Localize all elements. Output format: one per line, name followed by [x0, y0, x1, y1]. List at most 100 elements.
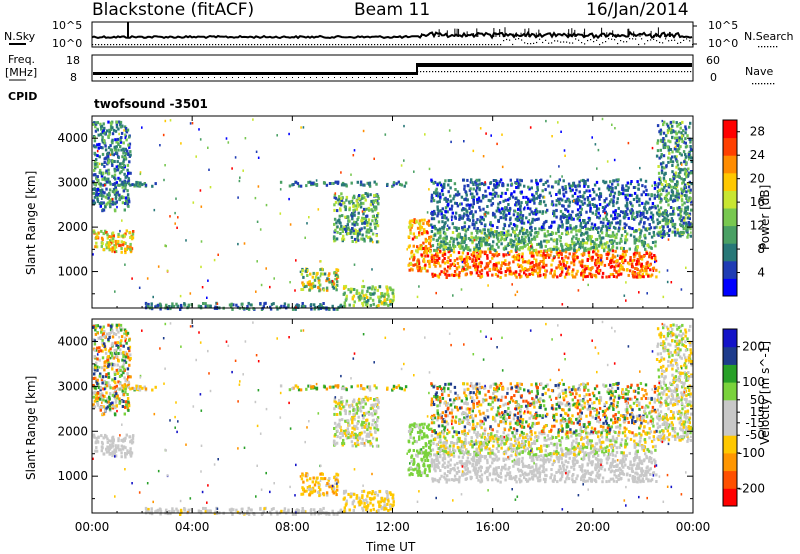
power-cell [606, 222, 610, 226]
nave-dot [364, 77, 365, 78]
power-cell [526, 268, 529, 272]
power-cell [645, 269, 648, 273]
freq-label: Freq. [8, 53, 36, 66]
velocity-cell [104, 433, 107, 437]
power-cell [680, 163, 683, 166]
power-cell [411, 268, 414, 272]
power-cell [687, 171, 690, 175]
power-cell [417, 262, 421, 266]
power-cell [684, 153, 687, 156]
power-cell [660, 138, 663, 142]
power-cell [353, 213, 356, 217]
freq-line-high [417, 63, 692, 67]
power-cell [417, 269, 420, 273]
power-cell [676, 136, 679, 140]
power-cell [619, 219, 622, 223]
power-cell [531, 252, 535, 256]
power-cell [443, 267, 446, 271]
power-cell [255, 290, 257, 293]
power-cell [644, 228, 647, 232]
power-cell [564, 250, 568, 254]
cpid-label: CPID [8, 90, 38, 103]
power-cell [475, 271, 479, 275]
power-cell [343, 183, 346, 187]
power-cell [555, 208, 558, 212]
power-cell [336, 280, 339, 284]
power-cell [666, 225, 669, 229]
power-cell [519, 229, 522, 233]
power-cell [661, 228, 665, 232]
power-cell [479, 275, 482, 279]
power-cell [476, 198, 479, 202]
velocity-cell [132, 434, 135, 438]
power-cell [101, 242, 104, 245]
power-cell [589, 194, 592, 198]
power-cell [521, 214, 525, 218]
power-cell [361, 221, 364, 225]
power-cell [595, 253, 599, 257]
power-cell [345, 227, 348, 231]
power-cell [349, 230, 353, 234]
power-cell [659, 148, 662, 152]
velocity-cell [114, 444, 117, 448]
noise-panel-frame [91, 21, 694, 48]
power-cell [114, 129, 118, 133]
power-cell [535, 210, 539, 214]
power-cell [658, 188, 661, 192]
nsearch-dot [572, 42, 574, 44]
power-cell [633, 241, 636, 245]
power-cell [466, 255, 470, 259]
power-cell [583, 191, 586, 195]
power-cell [457, 275, 461, 279]
power-cell [569, 226, 572, 230]
power-cell [141, 126, 143, 129]
velocity-cell [121, 447, 125, 451]
power-cell [590, 235, 593, 239]
power-cell [662, 123, 665, 127]
power-cell [499, 216, 503, 220]
power-cell [669, 194, 673, 198]
power-cell [514, 237, 517, 241]
power-cell [497, 231, 501, 235]
power-cell [343, 225, 346, 229]
power-cell [165, 244, 167, 248]
velocity-cell [126, 393, 129, 396]
power-cell [322, 288, 326, 292]
power-cell [648, 207, 651, 211]
power-cell [445, 237, 448, 241]
power-cell [496, 237, 500, 241]
colorbar-tick-label: 16 [750, 195, 765, 209]
power-cell [108, 188, 112, 192]
power-cell [183, 302, 186, 306]
velocity-cell [112, 441, 115, 445]
power-cell [116, 205, 118, 209]
power-cell [589, 237, 593, 241]
power-cell [101, 135, 104, 139]
nave-tick-low: 0 [710, 71, 717, 84]
power-cell [217, 253, 219, 256]
power-cell [518, 253, 521, 257]
power-cell [544, 273, 547, 277]
power-cell [236, 305, 240, 309]
power-cell [484, 189, 487, 193]
power-cell [623, 212, 626, 216]
power-cell [105, 246, 109, 250]
power-cell [617, 192, 621, 196]
nsearch-dot [149, 44, 151, 46]
power-cell [557, 264, 561, 267]
power-cell [471, 259, 474, 263]
power-cell [573, 253, 577, 257]
power-cell [363, 239, 366, 243]
nsearch-dot [608, 38, 610, 40]
velocity-cell [92, 395, 96, 399]
power-cell [636, 180, 639, 184]
power-cell [535, 191, 538, 195]
nsearch-legend-dot [758, 46, 760, 48]
power-cell [515, 182, 518, 185]
nave-dot [492, 71, 494, 73]
power-cell [628, 226, 632, 230]
power-cell [189, 292, 192, 295]
power-cell [353, 288, 356, 291]
power-cell [475, 189, 478, 193]
power-cell [384, 133, 387, 136]
